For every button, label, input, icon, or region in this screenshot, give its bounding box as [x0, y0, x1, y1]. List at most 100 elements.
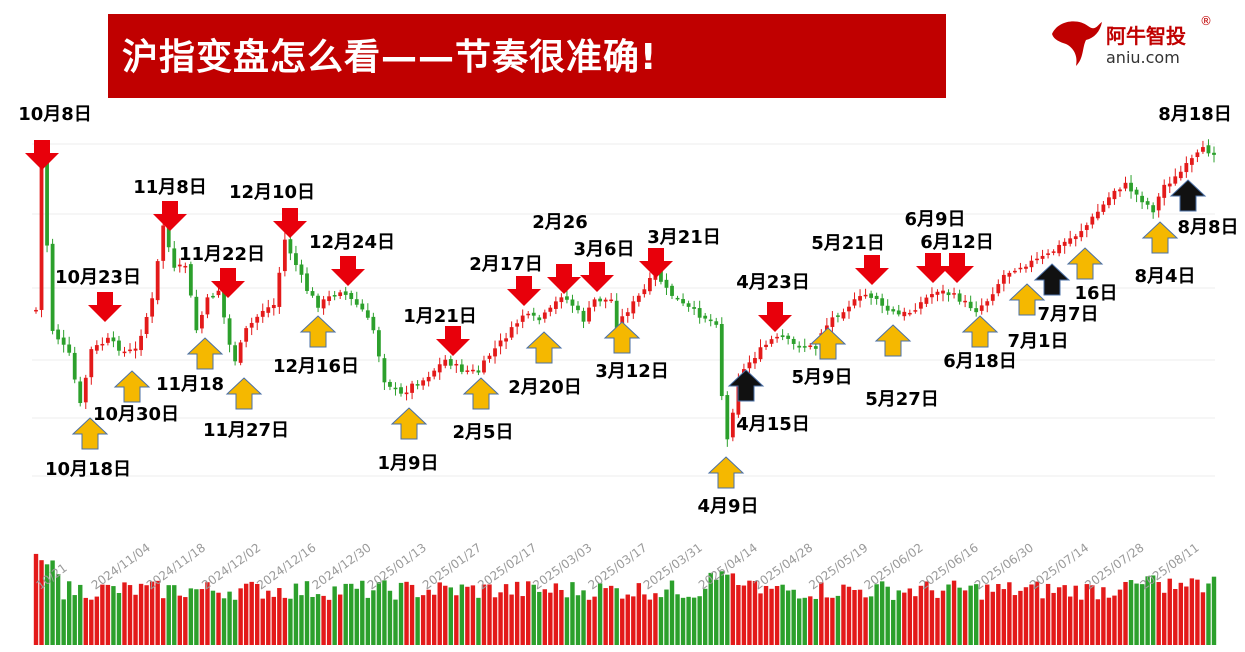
volume-bar — [360, 580, 365, 645]
volume-bar — [66, 581, 72, 645]
volume-bar — [310, 596, 315, 645]
up-arrow-icon — [1169, 179, 1207, 212]
volume-bar — [249, 581, 254, 645]
volume-bar — [100, 584, 105, 645]
annotation-label: 10月8日 — [18, 104, 92, 125]
candle-body — [703, 315, 708, 319]
candle-body — [775, 336, 779, 339]
volume-bar — [979, 599, 984, 645]
signal-annotations: 10月8日 10月18日 10月23日 10月30日 11月8日 11月18 11月22日 1… — [18, 104, 1238, 517]
volume-bar — [1101, 587, 1106, 645]
volume-bar — [365, 597, 371, 645]
volume-bar — [1162, 592, 1167, 645]
candle-body — [1095, 211, 1100, 219]
volume-bar — [1200, 592, 1206, 645]
volume-bar — [50, 560, 55, 645]
candle-body — [227, 318, 232, 345]
annotation-label: 8月4日 — [1134, 266, 1195, 287]
candle-body — [459, 364, 464, 372]
candle-body — [830, 317, 835, 327]
candle-body — [791, 338, 796, 344]
candle-body — [111, 337, 116, 342]
candle-body — [45, 159, 49, 246]
candle-body — [393, 387, 398, 390]
volume-bar — [205, 582, 210, 645]
candle-body — [686, 303, 691, 307]
annotation-label: 16日 — [1074, 283, 1117, 304]
volume-bar — [487, 584, 492, 645]
volume-bar — [89, 599, 94, 645]
volume-bar — [1068, 596, 1073, 645]
volume-bar — [299, 595, 304, 645]
candle-body — [537, 317, 542, 321]
annotation-label: 5月9日 — [791, 367, 852, 388]
volume-bar — [343, 583, 348, 645]
volume-bar — [332, 586, 337, 645]
volume-bar — [161, 598, 166, 645]
volume-bar — [1084, 584, 1089, 645]
candle-body — [968, 301, 973, 309]
candle-body — [531, 312, 536, 316]
candle-body — [354, 299, 359, 305]
candle-body — [1035, 258, 1039, 261]
volume-bar — [221, 598, 227, 645]
candle-body — [388, 381, 392, 387]
candle-body — [697, 308, 702, 318]
candle-body — [327, 296, 332, 301]
volume-bar — [509, 594, 514, 645]
down-arrow-icon — [273, 208, 307, 238]
volume-bar — [846, 586, 852, 645]
down-arrow-icon — [580, 262, 614, 292]
volume-bar — [1139, 584, 1145, 645]
candle-body — [117, 340, 121, 351]
volume-bar — [520, 596, 525, 645]
candle-body — [476, 370, 481, 373]
volume-bar — [841, 584, 846, 645]
volume-bar — [896, 590, 901, 645]
volume-bar — [885, 586, 890, 645]
volume-bar — [990, 591, 995, 645]
volume-bar — [1079, 599, 1084, 645]
candle-body — [896, 310, 901, 315]
candle-body — [94, 345, 99, 351]
annotation-label: 6月12日 — [920, 232, 994, 253]
candle-body — [957, 293, 962, 302]
candle-body — [979, 305, 984, 311]
volume-bar — [946, 584, 951, 645]
candle-body — [288, 239, 293, 254]
volume-bar — [719, 571, 724, 645]
volume-bar — [492, 597, 498, 645]
candle-body — [415, 384, 420, 386]
volume-bar — [658, 597, 664, 645]
volume-bar — [741, 585, 747, 645]
volume-bar — [116, 592, 122, 645]
volume-bar — [371, 590, 376, 645]
volume-bar — [78, 584, 83, 645]
candle-body — [34, 309, 38, 312]
volume-bar — [973, 584, 979, 645]
volume-bar — [188, 588, 194, 645]
candle-body — [343, 291, 348, 295]
annotation-label: 3月6日 — [573, 239, 634, 260]
candle-body — [39, 159, 44, 310]
volume-bar — [199, 589, 205, 645]
volume-bar — [1134, 583, 1139, 645]
candle-body — [1173, 176, 1178, 184]
volume-bar — [653, 593, 658, 645]
volume-bar — [454, 595, 459, 645]
candle-body — [990, 294, 995, 301]
candle-body — [399, 387, 403, 394]
volume-bar — [553, 583, 559, 645]
candle-body — [753, 358, 757, 364]
volume-bar — [968, 585, 973, 645]
volume-bar — [1001, 589, 1007, 645]
candle-body — [952, 293, 956, 295]
candle-body — [565, 296, 569, 300]
candle-body — [985, 301, 990, 306]
annotation-label: 12月24日 — [309, 232, 395, 253]
candle-body — [78, 381, 83, 404]
volume-bar — [260, 598, 265, 645]
annotation-label: 2月20日 — [508, 377, 582, 398]
volume-bar — [1007, 582, 1012, 645]
candle-body — [935, 291, 940, 295]
